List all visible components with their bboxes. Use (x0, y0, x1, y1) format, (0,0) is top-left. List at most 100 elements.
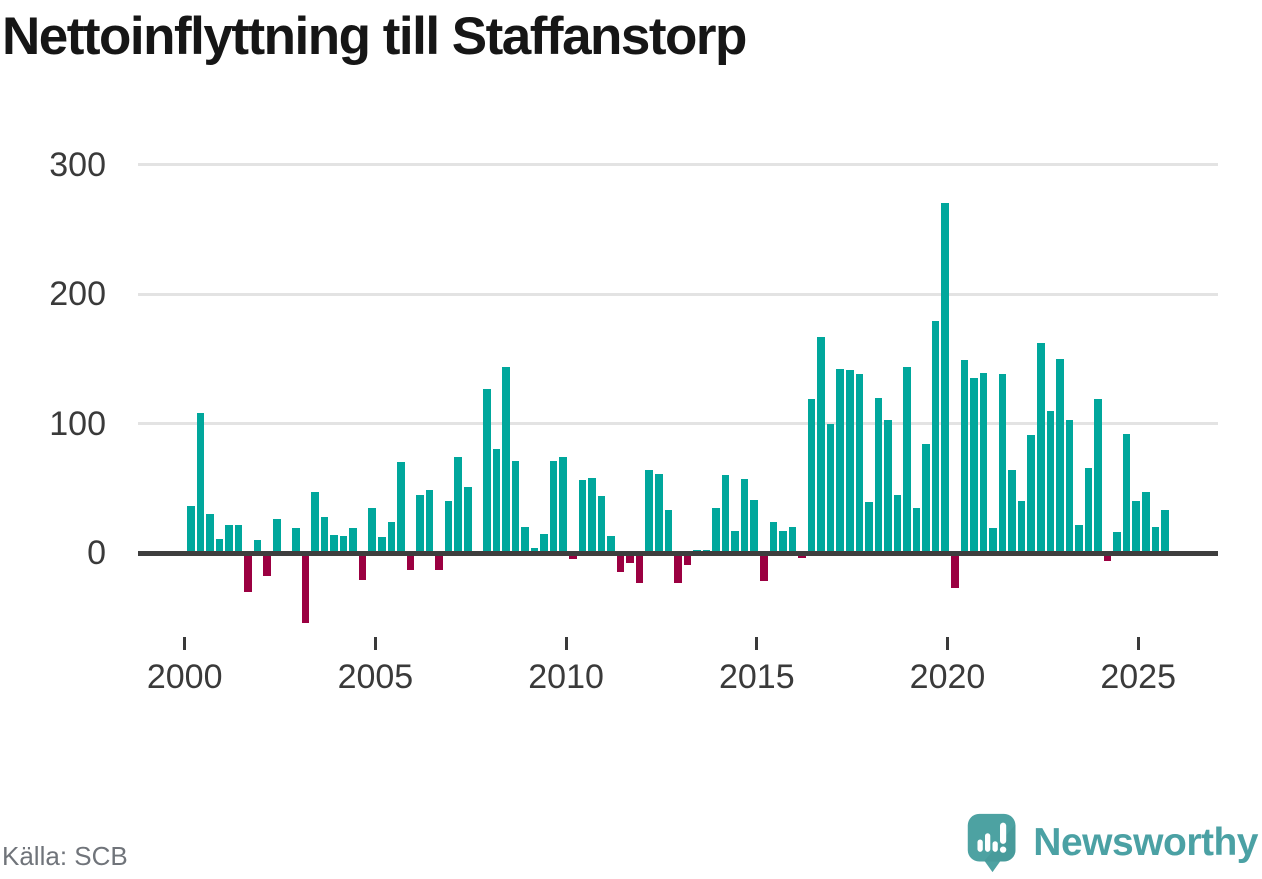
bar (1142, 492, 1150, 553)
bar (454, 457, 462, 553)
bar (750, 499, 759, 553)
x-axis-tick-label: 2010 (528, 658, 604, 696)
gridline-300 (138, 163, 1218, 166)
zero-axis-line (138, 551, 1218, 556)
gridline-100 (138, 422, 1218, 425)
bar (1008, 470, 1016, 553)
bar (826, 423, 835, 553)
y-axis-tick-label: 300 (49, 145, 106, 184)
brand-lockup: Newsworthy (966, 812, 1258, 874)
bar (807, 398, 816, 553)
bar (511, 461, 520, 553)
bar (425, 489, 434, 553)
chart-title: Nettoinflyttning till Staffanstorp (2, 7, 747, 66)
bar (989, 528, 997, 553)
bar (1094, 398, 1102, 553)
bar (444, 501, 453, 553)
bar (378, 537, 386, 553)
bar (855, 374, 864, 553)
bar (779, 530, 787, 553)
bar (1056, 358, 1064, 553)
bar (483, 388, 491, 553)
x-axis-tick-label: 2000 (146, 658, 223, 696)
bar (683, 553, 692, 565)
bar (549, 461, 558, 553)
bar (979, 372, 988, 553)
x-axis-tick-mark (183, 637, 187, 650)
x-axis-tick-label: 2005 (337, 658, 414, 696)
gridline-200 (138, 292, 1218, 296)
bar (311, 492, 319, 553)
x-axis-tick-mark (1136, 637, 1140, 650)
bar (721, 475, 730, 553)
x-axis-tick-mark (373, 637, 377, 650)
bar (339, 536, 348, 553)
bar (740, 479, 749, 553)
bar (1113, 532, 1121, 553)
y-axis-tick-label: 100 (49, 404, 106, 443)
bar (521, 527, 529, 553)
bar (635, 553, 644, 583)
bar (960, 360, 969, 553)
x-axis-tick-label: 2025 (1100, 658, 1176, 696)
bar (588, 477, 596, 553)
bar (578, 480, 587, 553)
bar (893, 494, 902, 553)
bar (1046, 410, 1055, 553)
bar (272, 519, 281, 553)
x-axis-tick-mark (946, 637, 949, 650)
bar (1132, 501, 1141, 553)
bar (540, 533, 548, 553)
bar (817, 336, 825, 553)
x-axis-tick-mark (755, 637, 759, 650)
bar (836, 369, 844, 553)
bar (435, 553, 443, 570)
bar (397, 462, 405, 553)
bar (712, 507, 720, 553)
bar (865, 502, 873, 553)
bar (1065, 419, 1074, 553)
source-note: Källa: SCB (2, 841, 128, 871)
brand-wordmark: Newsworthy (1033, 821, 1258, 864)
bar (463, 486, 472, 553)
bar (416, 494, 424, 553)
bar (1027, 435, 1035, 553)
bar (874, 397, 883, 553)
bar (263, 553, 271, 577)
bar (788, 527, 797, 553)
bar (903, 366, 911, 553)
bar (626, 553, 634, 564)
bar (206, 514, 214, 553)
bar (301, 553, 310, 623)
bar (1084, 467, 1093, 553)
bar (387, 521, 396, 553)
bar (196, 413, 205, 553)
bar (1103, 553, 1112, 561)
bar (760, 553, 768, 582)
bar (616, 553, 625, 573)
bar (559, 457, 568, 553)
bar (358, 553, 367, 581)
bar (654, 474, 663, 553)
bar (931, 321, 940, 553)
x-axis-tick-label: 2020 (909, 658, 986, 696)
bar (884, 419, 892, 553)
bar (406, 553, 415, 570)
bar (1151, 527, 1160, 553)
newsworthy-logo-icon (966, 812, 1019, 874)
bar (941, 203, 950, 553)
bar (215, 538, 224, 553)
bar (970, 378, 978, 553)
bar (502, 366, 510, 553)
bar (368, 507, 377, 553)
bar (922, 444, 930, 553)
bar (244, 553, 252, 592)
bar (664, 510, 673, 553)
bar (1036, 343, 1045, 553)
bar (674, 553, 682, 583)
bar (912, 507, 921, 553)
bar (225, 524, 233, 553)
y-axis-tick-label: 200 (49, 275, 106, 313)
x-axis-tick-mark (564, 637, 568, 650)
